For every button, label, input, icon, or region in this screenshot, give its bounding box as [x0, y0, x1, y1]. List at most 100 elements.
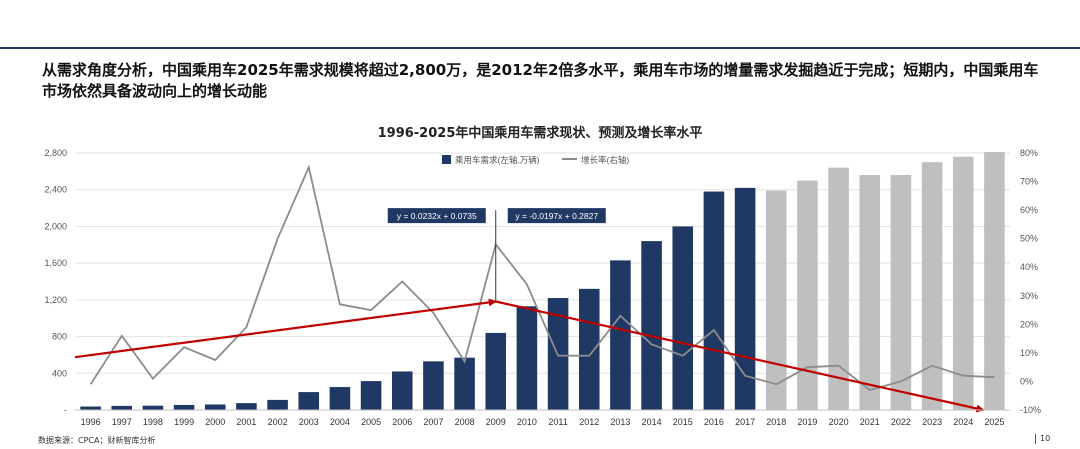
demand-bars [80, 152, 1005, 410]
trend-equation-box [387, 208, 486, 224]
demand-bar [454, 357, 475, 410]
x-tick-label: 1996 [81, 417, 101, 427]
demand-bar [952, 156, 974, 410]
header-rule [0, 47, 1080, 49]
demand-bar [765, 190, 787, 410]
demand-bar [204, 404, 226, 410]
demand-growth-chart: - 400 800 1,200 1,600 2,000 2,400 2,800 -10% 0% 10… [44, 148, 1041, 427]
demand-bar [173, 404, 195, 410]
x-tick-label: 2005 [361, 417, 381, 427]
demand-bar [142, 405, 164, 410]
x-tick-label: 2006 [392, 417, 412, 427]
demand-bar [391, 371, 413, 410]
demand-bar [797, 180, 818, 410]
trend-equation-label: y = 0.0232x + 0.0735 [397, 211, 477, 221]
trend-arrow [495, 300, 985, 413]
x-tick-label: 2011 [548, 417, 567, 427]
page-number: 10 [1040, 434, 1051, 443]
demand-bar [516, 306, 538, 410]
left-tick-label: 2,400 [44, 185, 67, 195]
x-tick-label: 2015 [673, 417, 693, 427]
right-tick-label: 20% [1020, 319, 1038, 329]
demand-bar [734, 187, 756, 410]
demand-bar [111, 405, 133, 410]
demand-bar [236, 403, 257, 410]
right-tick-label: 70% [1020, 177, 1038, 187]
left-tick-label: 400 [52, 368, 67, 378]
x-tick-label: 2007 [423, 417, 443, 427]
right-tick-label: -10% [1020, 405, 1041, 415]
right-tick-label: 30% [1020, 291, 1038, 301]
right-tick-label: 0% [1020, 376, 1033, 386]
trend-arrows [74, 210, 985, 413]
x-tick-label: 2008 [455, 417, 475, 427]
growth-line-layer [89, 164, 995, 391]
trend-arrow [74, 298, 497, 359]
data-source-note: 数据来源：CPCA；财新智库分析 [38, 436, 156, 445]
chart-legend: 乘用车需求(左轴,万辆) 增长率(右轴) [442, 155, 629, 165]
x-tick-label: 1998 [143, 417, 163, 427]
demand-bar [360, 381, 382, 410]
demand-bar [578, 288, 600, 410]
right-tick-label: 50% [1020, 234, 1038, 244]
demand-bar [672, 226, 694, 410]
right-tick-label: 60% [1020, 205, 1038, 215]
x-tick-label: 2022 [891, 417, 911, 427]
x-tick-label: 2010 [517, 417, 537, 427]
demand-bar [610, 260, 631, 410]
x-tick-label: 2004 [330, 417, 350, 427]
trend-equation-label: y = -0.0197x + 0.2827 [515, 211, 598, 221]
x-tick-label: 2021 [860, 417, 880, 427]
demand-bar [423, 361, 444, 410]
right-tick-label: 40% [1020, 262, 1038, 272]
x-tick-label: 2023 [922, 417, 942, 427]
x-tick-label: 2025 [984, 417, 1004, 427]
left-tick-label: 1,600 [44, 258, 67, 268]
x-tick-label: 2013 [610, 417, 630, 427]
left-tick-label: 2,000 [44, 221, 67, 231]
growth-rate-line [89, 164, 995, 391]
demand-bar [703, 191, 725, 410]
chart-title: 1996-2025年中国乘用车需求现状、预测及增长率水平 [377, 126, 703, 141]
x-tick-label: 2019 [797, 417, 817, 427]
left-tick-label: 1,200 [44, 295, 67, 305]
left-tick-label: 2,800 [44, 148, 67, 158]
legend-label-demand: 乘用车需求(左轴,万辆) [455, 155, 540, 165]
demand-bar [859, 175, 881, 410]
trend-equations: y = 0.0232x + 0.0735 y = -0.0197x + 0.282… [387, 208, 606, 224]
page-headline: 从需求角度分析，中国乘用车2025年需求规模将超过2,800万，是2012年2倍… [42, 61, 1039, 100]
x-tick-label: 2009 [486, 417, 506, 427]
demand-bar [984, 152, 1005, 410]
x-tick-label: 2002 [268, 417, 288, 427]
x-tick-label: 2000 [205, 417, 225, 427]
demand-bar [641, 241, 662, 410]
demand-bar [485, 332, 507, 410]
demand-bar [828, 167, 849, 410]
demand-bar [80, 406, 101, 410]
legend-swatch-demand [442, 155, 451, 164]
demand-bar [329, 387, 351, 410]
right-tick-label: 10% [1020, 348, 1038, 358]
x-tick-label: 1999 [174, 417, 194, 427]
left-tick-label: 800 [52, 332, 67, 342]
x-tick-label: 1997 [112, 417, 132, 427]
x-tick-label: 2001 [236, 417, 256, 427]
left-tick-label: - [64, 405, 67, 415]
x-tick-label: 2014 [642, 417, 662, 427]
legend-label-growth: 增长率(右轴) [581, 155, 629, 165]
x-tick-label: 2012 [579, 417, 599, 427]
x-tick-label: 2020 [829, 417, 849, 427]
right-tick-label: 80% [1020, 148, 1038, 158]
demand-bar [298, 392, 320, 410]
x-tick-label: 2017 [735, 417, 755, 427]
demand-bar [267, 399, 288, 410]
footer-divider [1035, 434, 1036, 444]
x-tick-label: 2016 [704, 417, 724, 427]
demand-bar [890, 175, 912, 410]
axes: - 400 800 1,200 1,600 2,000 2,400 2,800 -10% 0% 10… [44, 148, 1041, 427]
trend-equation-box [507, 208, 606, 224]
x-tick-label: 2024 [953, 417, 973, 427]
x-tick-label: 2018 [766, 417, 786, 427]
x-tick-label: 2003 [299, 417, 319, 427]
demand-bar [921, 162, 943, 410]
